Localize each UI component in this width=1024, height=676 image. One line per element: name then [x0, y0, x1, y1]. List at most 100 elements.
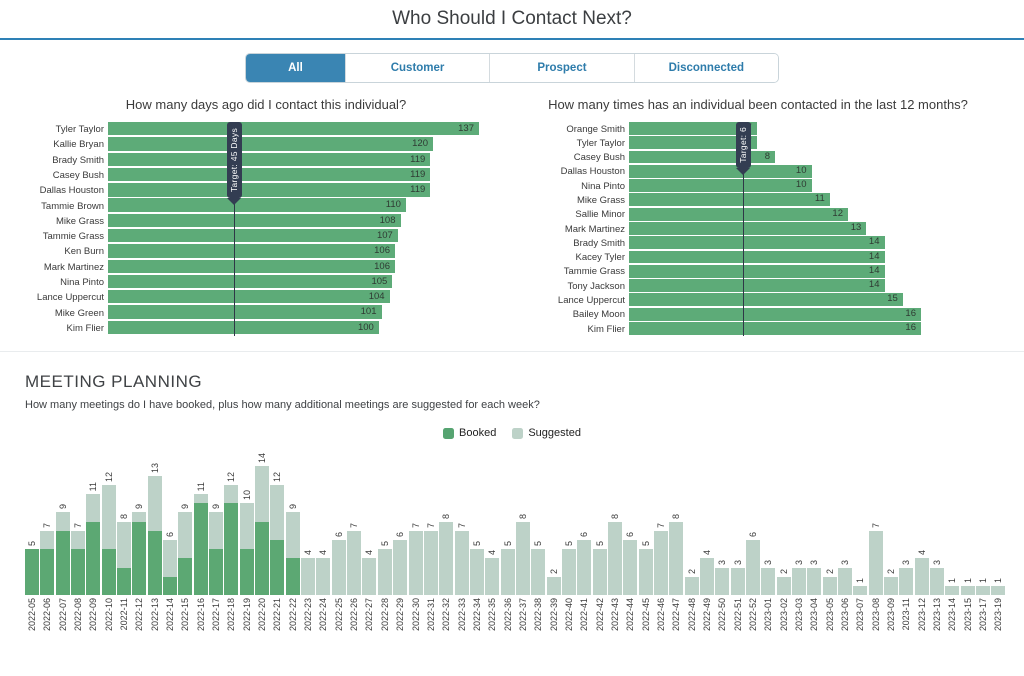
suggested-bar-segment[interactable] [607, 521, 622, 596]
booked-bar-segment[interactable] [255, 521, 270, 596]
suggested-bar-segment[interactable] [761, 567, 776, 596]
suggested-bar-segment[interactable] [117, 521, 132, 568]
suggested-bar-segment[interactable] [899, 567, 914, 596]
suggested-bar-segment[interactable] [546, 576, 561, 596]
suggested-bar-segment[interactable] [101, 484, 116, 550]
booked-bar-segment[interactable] [101, 549, 116, 596]
suggested-bar-segment[interactable] [454, 530, 469, 596]
booked-bar-segment[interactable] [71, 549, 86, 596]
suggested-bar-segment[interactable] [623, 540, 638, 596]
bar[interactable]: 16 [629, 307, 921, 321]
suggested-bar-segment[interactable] [914, 558, 929, 596]
booked-bar-segment[interactable] [270, 540, 285, 596]
suggested-bar-segment[interactable] [960, 586, 975, 596]
suggested-bar-segment[interactable] [331, 540, 346, 596]
suggested-bar-segment[interactable] [209, 512, 224, 550]
bar[interactable]: 16 [629, 321, 921, 335]
bar[interactable]: 8 [629, 150, 775, 164]
suggested-bar-segment[interactable] [301, 558, 316, 596]
suggested-bar-segment[interactable] [930, 567, 945, 596]
suggested-bar-segment[interactable] [485, 558, 500, 596]
suggested-bar-segment[interactable] [853, 586, 868, 596]
bar[interactable]: 104 [108, 290, 390, 304]
suggested-bar-segment[interactable] [868, 530, 883, 596]
bar[interactable]: 10 [629, 164, 812, 178]
suggested-bar-segment[interactable] [776, 576, 791, 596]
bar[interactable]: 106 [108, 244, 395, 258]
booked-bar-segment[interactable] [285, 558, 300, 596]
tab-customer[interactable]: Customer [345, 54, 491, 82]
bar[interactable]: 14 [629, 279, 885, 292]
booked-bar-segment[interactable] [117, 567, 132, 596]
booked-bar-segment[interactable] [55, 530, 70, 596]
suggested-bar-segment[interactable] [86, 494, 101, 522]
bar[interactable]: 108 [108, 213, 401, 228]
suggested-bar-segment[interactable] [976, 586, 991, 596]
booked-bar-segment[interactable] [40, 549, 55, 596]
tab-disconnected[interactable]: Disconnected [634, 54, 778, 82]
suggested-bar-segment[interactable] [224, 484, 239, 504]
suggested-bar-segment[interactable] [71, 530, 86, 550]
suggested-bar-segment[interactable] [561, 549, 576, 596]
bar[interactable]: 12 [629, 207, 848, 221]
suggested-bar-segment[interactable] [592, 549, 607, 596]
suggested-bar-segment[interactable] [55, 512, 70, 531]
booked-bar-segment[interactable] [147, 530, 162, 596]
bar[interactable]: 14 [629, 250, 885, 264]
bar[interactable]: 110 [108, 198, 406, 212]
booked-bar-segment[interactable] [86, 521, 101, 596]
booked-bar-segment[interactable] [25, 549, 39, 596]
suggested-bar-segment[interactable] [945, 586, 960, 596]
bar[interactable]: 119 [108, 167, 431, 182]
suggested-bar-segment[interactable] [163, 540, 178, 577]
bar[interactable]: 14 [629, 236, 885, 250]
suggested-bar-segment[interactable] [316, 558, 331, 596]
suggested-bar-segment[interactable] [255, 466, 270, 522]
tab-prospect[interactable]: Prospect [490, 54, 635, 82]
booked-bar-segment[interactable] [193, 503, 208, 596]
tab-all[interactable]: All [246, 54, 346, 82]
suggested-bar-segment[interactable] [132, 512, 147, 522]
bar[interactable]: 101 [108, 305, 382, 319]
suggested-bar-segment[interactable] [439, 521, 454, 596]
suggested-bar-segment[interactable] [423, 530, 438, 596]
suggested-bar-segment[interactable] [285, 512, 300, 559]
bar[interactable]: 106 [108, 259, 395, 273]
suggested-bar-segment[interactable] [500, 549, 515, 596]
suggested-bar-segment[interactable] [838, 567, 853, 596]
suggested-bar-segment[interactable] [40, 530, 55, 550]
bar[interactable]: 107 [108, 228, 398, 243]
suggested-bar-segment[interactable] [715, 567, 730, 596]
suggested-bar-segment[interactable] [699, 558, 714, 596]
suggested-bar-segment[interactable] [807, 567, 822, 596]
bar[interactable]: 13 [629, 221, 867, 235]
suggested-bar-segment[interactable] [653, 530, 668, 596]
suggested-bar-segment[interactable] [393, 540, 408, 596]
bar[interactable]: 120 [108, 137, 433, 151]
suggested-bar-segment[interactable] [515, 521, 530, 596]
suggested-bar-segment[interactable] [884, 576, 899, 596]
booked-bar-segment[interactable] [209, 549, 224, 596]
bar[interactable]: 10 [629, 179, 812, 193]
suggested-bar-segment[interactable] [745, 540, 760, 596]
suggested-bar-segment[interactable] [669, 521, 684, 596]
booked-bar-segment[interactable] [132, 521, 147, 596]
bar[interactable]: 137 [108, 122, 479, 136]
suggested-bar-segment[interactable] [822, 576, 837, 596]
suggested-bar-segment[interactable] [362, 558, 377, 596]
suggested-bar-segment[interactable] [377, 549, 392, 596]
booked-bar-segment[interactable] [178, 558, 193, 596]
suggested-bar-segment[interactable] [270, 484, 285, 541]
bar[interactable]: 100 [108, 320, 379, 335]
suggested-bar-segment[interactable] [531, 549, 546, 596]
suggested-bar-segment[interactable] [408, 530, 423, 596]
suggested-bar-segment[interactable] [684, 576, 699, 596]
suggested-bar-segment[interactable] [991, 586, 1006, 596]
suggested-bar-segment[interactable] [638, 549, 653, 596]
bar[interactable]: 11 [629, 193, 830, 207]
bar[interactable]: 15 [629, 293, 903, 307]
suggested-bar-segment[interactable] [239, 503, 254, 550]
suggested-bar-segment[interactable] [147, 475, 162, 531]
bar[interactable]: 119 [108, 152, 431, 166]
suggested-bar-segment[interactable] [193, 494, 208, 504]
